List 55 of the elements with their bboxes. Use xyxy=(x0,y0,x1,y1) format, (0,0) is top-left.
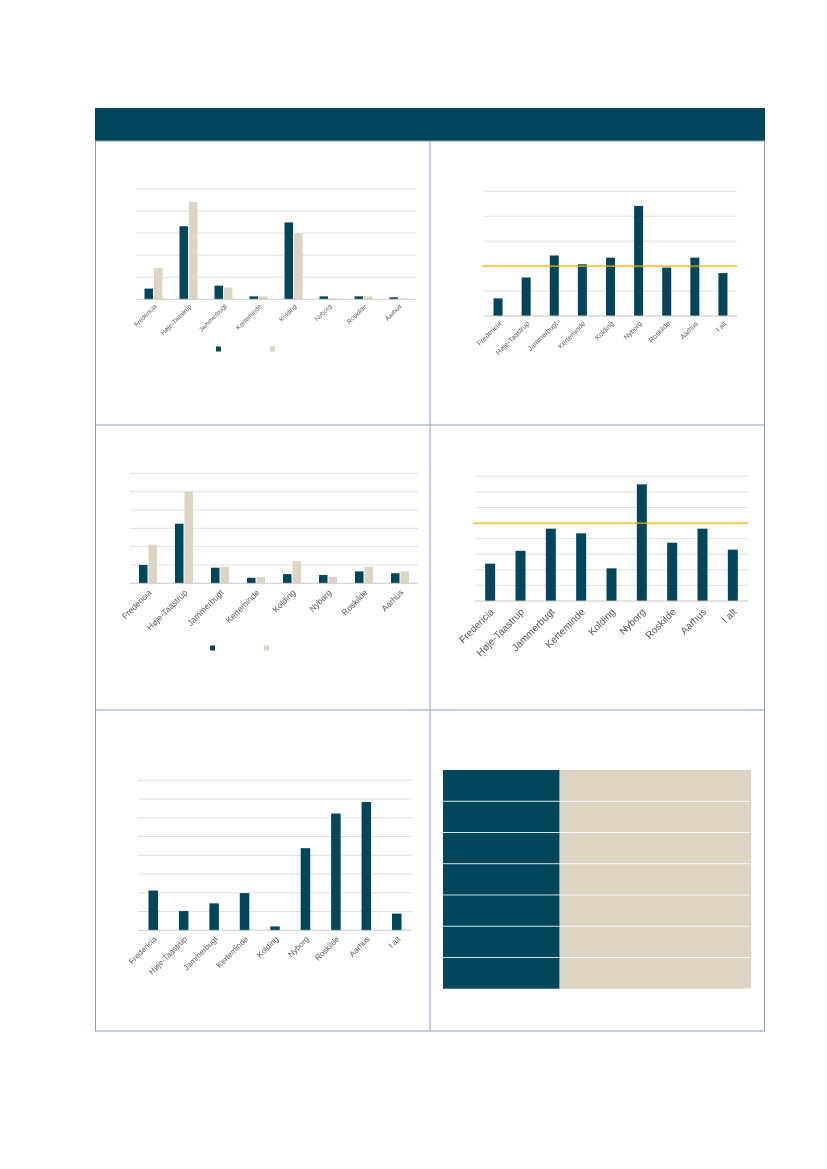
bar xyxy=(485,563,496,601)
bar xyxy=(364,566,373,584)
bar xyxy=(391,573,400,584)
bar xyxy=(178,911,189,931)
bar xyxy=(549,255,559,316)
bar xyxy=(667,542,678,601)
bar xyxy=(247,577,256,584)
bar xyxy=(292,561,301,584)
bar xyxy=(139,564,148,584)
bar xyxy=(361,801,372,931)
bar xyxy=(179,226,188,300)
bar xyxy=(214,285,223,300)
bar xyxy=(606,568,617,601)
bar xyxy=(294,233,303,300)
bar xyxy=(493,298,503,316)
bar xyxy=(259,296,268,300)
bar xyxy=(148,890,158,931)
bar xyxy=(224,287,233,300)
bar xyxy=(636,484,647,601)
bar xyxy=(577,264,587,316)
bar xyxy=(697,528,708,601)
bar xyxy=(400,571,409,584)
bar xyxy=(319,575,328,584)
bar xyxy=(249,296,258,300)
bar xyxy=(576,533,587,601)
bar xyxy=(634,205,644,316)
bar xyxy=(354,296,363,300)
bar xyxy=(283,574,292,584)
bar xyxy=(331,813,341,931)
bar xyxy=(154,268,163,300)
bar xyxy=(148,544,157,584)
bar xyxy=(239,893,250,931)
bar xyxy=(690,257,700,316)
bar xyxy=(355,571,364,584)
bar xyxy=(319,296,328,300)
bar xyxy=(662,267,672,316)
bar xyxy=(189,201,198,300)
bar xyxy=(284,222,293,300)
bar xyxy=(364,296,373,300)
x-tick-label: I alt xyxy=(719,605,739,626)
bar xyxy=(220,566,229,584)
bar xyxy=(392,913,402,931)
bar xyxy=(515,550,526,601)
bar xyxy=(606,257,615,316)
bar xyxy=(211,567,220,584)
bar xyxy=(718,273,728,316)
bar xyxy=(184,491,193,584)
bar xyxy=(209,903,219,931)
bar xyxy=(545,528,556,601)
bar xyxy=(270,926,280,931)
bar xyxy=(727,549,738,601)
bar xyxy=(300,848,311,931)
x-tick-label: I alt xyxy=(386,933,403,951)
bar xyxy=(521,277,531,316)
bar xyxy=(175,523,184,584)
